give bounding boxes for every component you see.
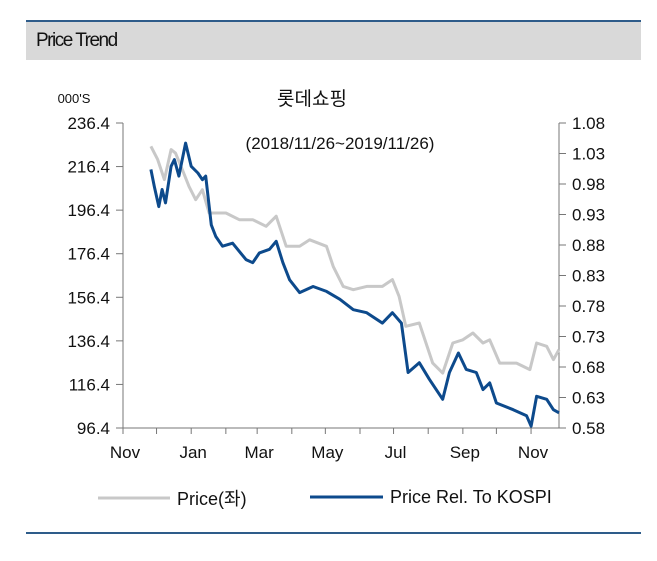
right-tick-label: 0.83 [572, 267, 605, 286]
right-tick-label: 0.93 [572, 206, 605, 225]
right-tick-label: 0.58 [572, 419, 605, 438]
x-tick-label: May [311, 443, 344, 462]
unit-label: 000'S [58, 91, 91, 106]
x-tick-label: Sep [450, 443, 480, 462]
left-tick-label: 136.4 [67, 332, 110, 351]
right-tick-label: 0.68 [572, 358, 605, 377]
series-line-price [149, 145, 561, 375]
left-tick-label: 176.4 [67, 245, 110, 264]
series-line-relative-to-kospi [149, 141, 560, 428]
left-tick-label: 156.4 [67, 288, 110, 307]
x-tick-label: Nov [518, 443, 549, 462]
chart-subtitle: (2018/11/26~2019/11/26) [246, 134, 435, 153]
bottom-rule [26, 532, 641, 534]
x-tick-label: Jul [385, 443, 407, 462]
right-tick-label: 0.78 [572, 297, 605, 316]
section-header: Price Trend [26, 22, 641, 60]
x-tick-label: Jan [179, 443, 206, 462]
right-tick-label: 1.03 [572, 145, 605, 164]
right-tick-label: 0.98 [572, 175, 605, 194]
chart-title: 롯데쇼핑 [277, 88, 347, 110]
left-tick-label: 116.4 [69, 375, 110, 394]
legend-label-relative: Price Rel. To KOSPI [390, 487, 552, 507]
right-tick-label: 1.08 [572, 114, 605, 133]
left-tick-label: 216.4 [67, 158, 110, 177]
left-tick-label: 96.4 [77, 419, 110, 438]
left-tick-label: 196.4 [67, 201, 110, 220]
right-tick-label: 0.63 [572, 389, 605, 408]
x-tick-label: Nov [110, 443, 141, 462]
left-tick-label: 236.4 [67, 114, 110, 133]
right-tick-label: 0.88 [572, 236, 605, 255]
x-tick-label: Mar [245, 443, 275, 462]
right-tick-label: 0.73 [572, 328, 605, 347]
legend: Price(좌) Price Rel. To KOSPI [98, 487, 552, 509]
section-title: Price Trend [36, 30, 118, 51]
legend-label-price: Price(좌) [177, 489, 247, 509]
top-rule [26, 20, 641, 22]
